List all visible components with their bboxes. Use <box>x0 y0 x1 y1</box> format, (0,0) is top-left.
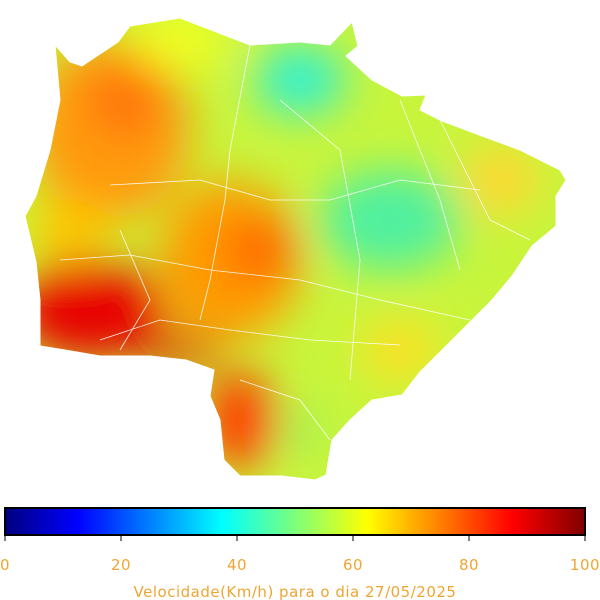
colorbar-ticks: 0 20 40 60 80 100 <box>0 535 600 574</box>
colorbar-tick-label: 100 <box>570 556 600 574</box>
colorbar-tick-label: 20 <box>111 556 131 574</box>
colorbar-tick-label: 0 <box>0 556 10 574</box>
colorbar <box>4 507 586 536</box>
colorbar-tick-label: 80 <box>459 556 479 574</box>
colorbar-tick-label: 40 <box>227 556 247 574</box>
colorbar-label: Velocidade(Km/h) para o dia 27/05/2025 <box>134 583 457 600</box>
colorbar-tick-label: 60 <box>343 556 363 574</box>
state-map <box>25 18 566 480</box>
